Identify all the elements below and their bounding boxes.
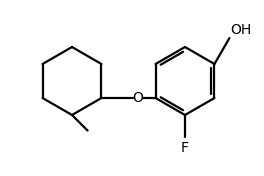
Text: F: F [181,141,189,155]
Text: O: O [132,91,143,105]
Text: OH: OH [230,23,252,37]
